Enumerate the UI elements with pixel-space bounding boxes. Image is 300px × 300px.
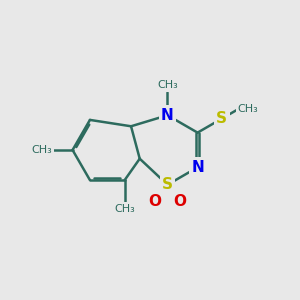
Text: CH₃: CH₃ [32,145,52,155]
Text: O: O [148,194,161,209]
Text: N: N [161,108,174,123]
Text: N: N [191,160,204,175]
Text: S: S [216,111,227,126]
Text: CH₃: CH₃ [157,80,178,90]
Text: S: S [162,177,173,192]
Text: O: O [174,194,187,209]
Text: CH₃: CH₃ [237,103,258,114]
Text: CH₃: CH₃ [114,204,135,214]
